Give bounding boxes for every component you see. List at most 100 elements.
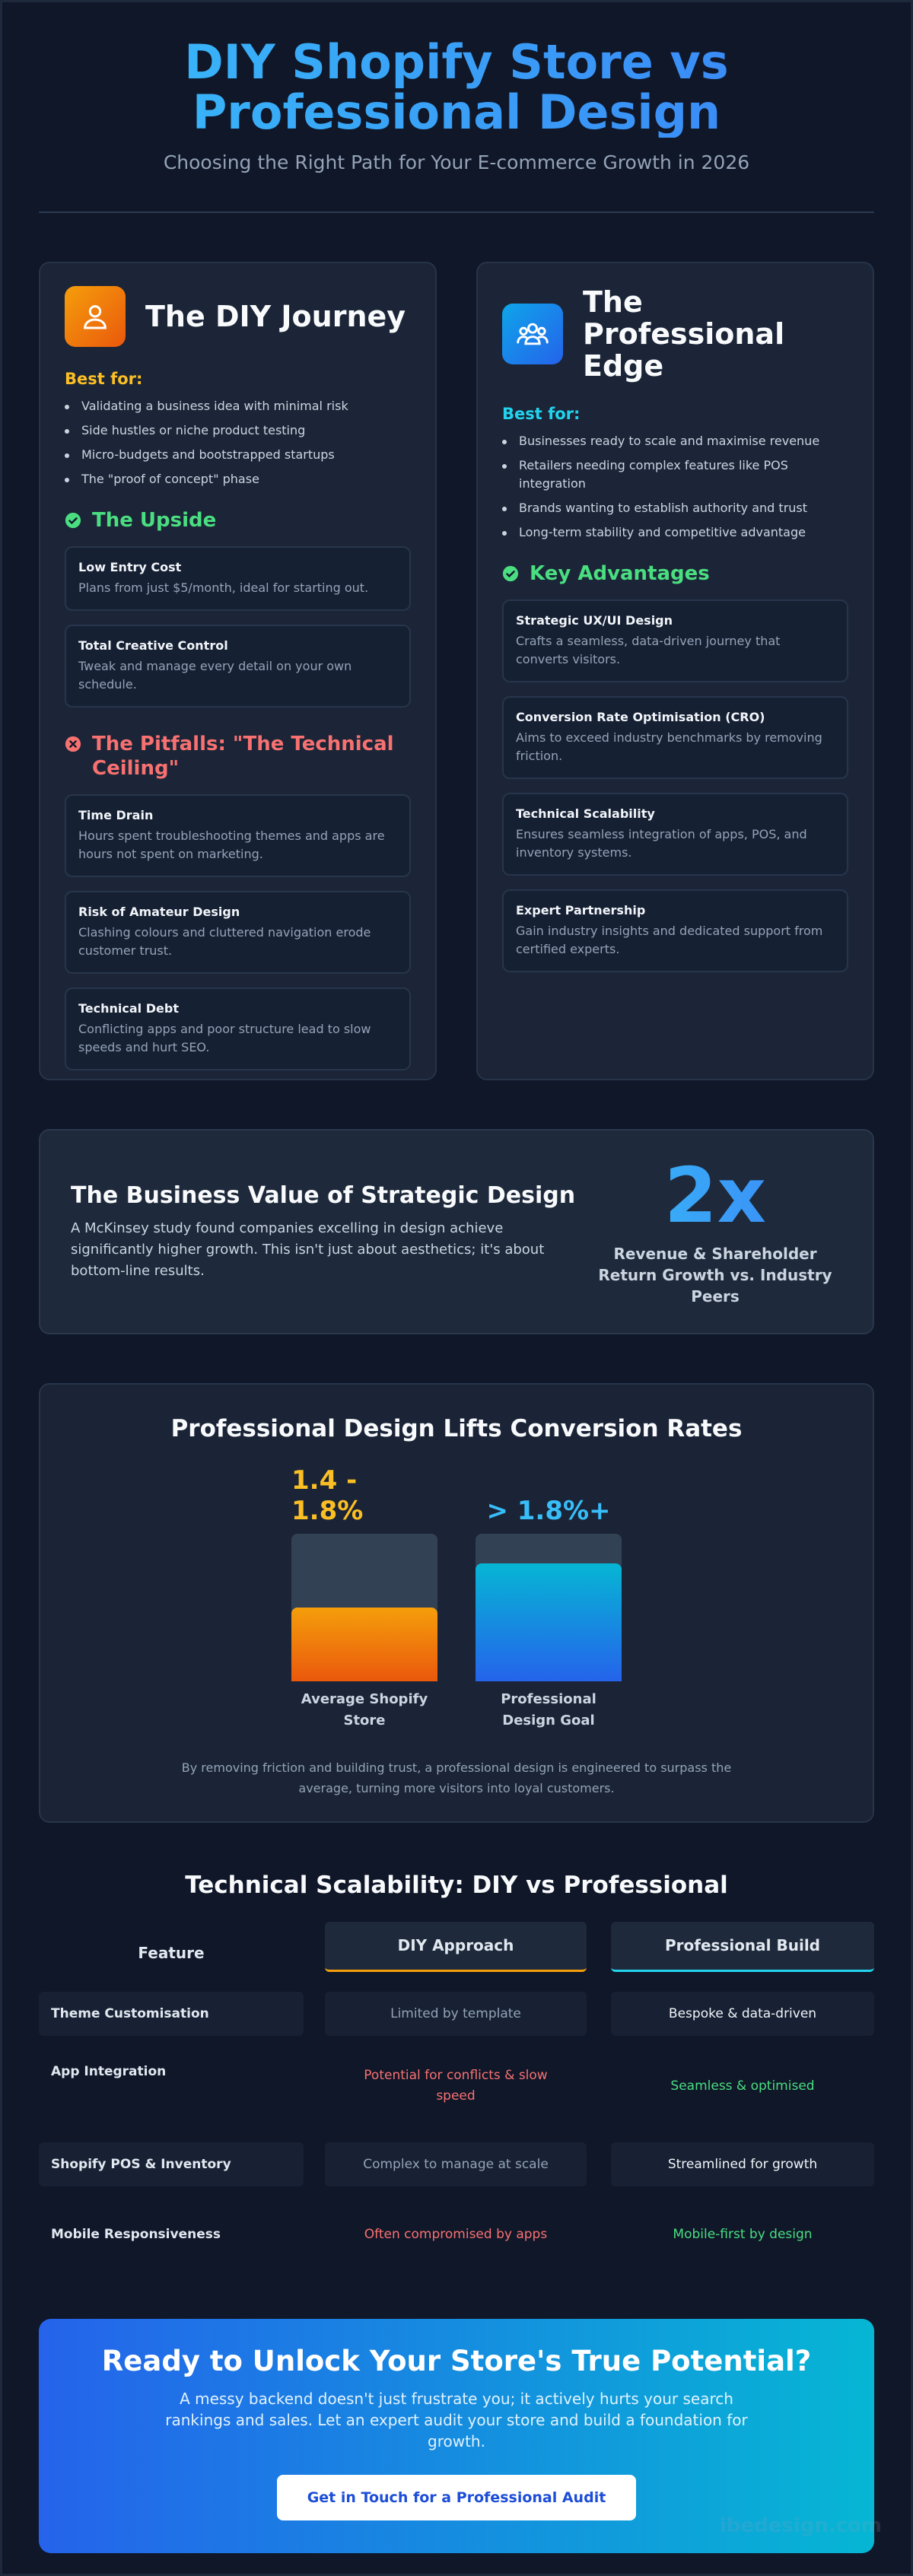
diy-title: The DIY Journey <box>145 300 406 333</box>
hero: DIY Shopify Store vs Professional Design… <box>39 2 874 213</box>
card-text: Clashing colours and cluttered navigatio… <box>78 925 371 958</box>
card-text: Conflicting apps and poor structure lead… <box>78 1022 371 1054</box>
cta-text: A messy backend doesn't just frustrate y… <box>165 2390 748 2450</box>
row-pro: Bespoke & data-driven <box>611 1992 874 2036</box>
card-title: Technical Debt <box>78 1001 179 1016</box>
bar <box>291 1608 437 1681</box>
pro-card: The Professional Edge Best for: Business… <box>476 262 874 1080</box>
row-pro: Streamlined for growth <box>611 2142 874 2186</box>
card-title: Strategic UX/UI Design <box>516 613 673 628</box>
pro-title: The Professional Edge <box>583 285 785 383</box>
list-item: Side hustles or niche product testing <box>65 421 411 440</box>
row-feature: Theme Customisation <box>39 1992 304 2036</box>
pro-header: The Professional Edge <box>502 286 848 382</box>
diy-card: The DIY Journey Best for: Validating a b… <box>39 262 437 1080</box>
row-feature: Shopify POS & Inventory <box>39 2142 304 2186</box>
header-feature: Feature <box>138 1943 205 1962</box>
diy-best-for-list: Validating a business idea with minimal … <box>65 397 411 488</box>
card-text: Tweak and manage every detail on your ow… <box>78 659 352 692</box>
card-title: Conversion Rate Optimisation (CRO) <box>516 710 765 724</box>
card-text: Gain industry insights and dedicated sup… <box>516 924 823 956</box>
card-title: Low Entry Cost <box>78 560 182 574</box>
bar-track <box>476 1534 622 1681</box>
business-value-description: A McKinsey study found companies excelli… <box>71 1220 545 1279</box>
scalability-title: Technical Scalability: DIY vs Profession… <box>185 1872 728 1899</box>
bar-track <box>291 1534 437 1681</box>
card-title: Time Drain <box>78 808 154 822</box>
advantages-title: Key Advantages <box>530 562 710 585</box>
bar-value-label: 1.4 - 1.8% <box>291 1465 364 1526</box>
page-title: DIY Shopify Store vs Professional Design <box>39 37 874 138</box>
divider <box>39 211 874 213</box>
list-item: Validating a business idea with minimal … <box>65 397 411 415</box>
pitfalls-heading: The Pitfalls: "The Technical Ceiling" <box>65 732 411 781</box>
card-text: Plans from just $5/month, ideal for star… <box>78 580 369 595</box>
row-feature: Mobile Responsiveness <box>51 2226 221 2242</box>
header-pro: Professional Build <box>611 1922 874 1972</box>
advantage-card: Expert Partnership Gain industry insight… <box>502 889 848 972</box>
conversion-chart: Professional Design Lifts Conversion Rat… <box>39 1383 874 1823</box>
row-pro: Seamless & optimised <box>670 2078 815 2094</box>
row-feature: App Integration <box>51 2064 167 2079</box>
pitfalls-title: The Pitfalls: "The Technical Ceiling" <box>92 733 394 780</box>
user-icon <box>65 286 126 347</box>
x-circle-icon <box>65 736 81 752</box>
business-value-stat: 2x Revenue & Shareholder Return Growth v… <box>588 1156 842 1307</box>
pro-best-for-list: Businesses ready to scale and maximise r… <box>502 432 848 542</box>
upside-heading: The Upside <box>65 508 411 533</box>
advantage-card: Conversion Rate Optimisation (CRO) Aims … <box>502 696 848 779</box>
bar-category-label: Professional Design Goal <box>501 1691 596 1728</box>
advantage-card: Technical Scalability Ensures seamless i… <box>502 793 848 876</box>
list-item: The "proof of concept" phase <box>65 470 411 488</box>
card-text: Crafts a seamless, data-driven journey t… <box>516 634 781 666</box>
watermark: ibedesign.com <box>719 2514 882 2537</box>
comparison-columns: The DIY Journey Best for: Validating a b… <box>39 262 874 1080</box>
row-diy: Limited by template <box>325 1992 587 2036</box>
header-diy: DIY Approach <box>325 1922 587 1972</box>
business-value: The Business Value of Strategic Design A… <box>39 1129 874 1334</box>
check-circle-icon <box>502 565 519 582</box>
upside-card: Total Creative Control Tweak and manage … <box>65 625 411 708</box>
row-diy: Potential for conflicts & slow speed <box>364 2068 548 2104</box>
check-circle-icon <box>65 512 81 529</box>
card-text: Hours spent troubleshooting themes and a… <box>78 828 385 861</box>
pitfall-card: Technical Debt Conflicting apps and poor… <box>65 987 411 1070</box>
stat-caption: Revenue & Shareholder Return Growth vs. … <box>598 1245 832 1305</box>
row-diy: Often compromised by apps <box>364 2226 548 2242</box>
list-item: Businesses ready to scale and maximise r… <box>502 432 848 450</box>
page: DIY Shopify Store vs Professional Design… <box>39 2 874 2553</box>
row-pro: Mobile-first by design <box>673 2226 813 2242</box>
card-title: Technical Scalability <box>516 806 655 821</box>
list-item: Micro-budgets and bootstrapped startups <box>65 446 411 464</box>
chart-note: By removing friction and building trust,… <box>181 1760 732 1795</box>
business-value-title: The Business Value of Strategic Design <box>71 1181 576 1209</box>
business-value-text: The Business Value of Strategic Design A… <box>71 1182 588 1282</box>
upside-title: The Upside <box>92 509 217 532</box>
diy-header: The DIY Journey <box>65 286 411 347</box>
scalability-table: Feature DIY Approach Professional Build … <box>39 1922 874 2278</box>
audit-button[interactable]: Get in Touch for a Professional Audit <box>276 2475 637 2520</box>
cta-title: Ready to Unlock Your Store's True Potent… <box>101 2345 812 2377</box>
card-text: Ensures seamless integration of apps, PO… <box>516 827 807 860</box>
cta-banner: Ready to Unlock Your Store's True Potent… <box>39 2319 874 2553</box>
list-item: Brands wanting to establish authority an… <box>502 499 848 517</box>
chart-title: Professional Design Lifts Conversion Rat… <box>170 1415 743 1442</box>
card-text: Aims to exceed industry benchmarks by re… <box>516 730 822 763</box>
pitfall-card: Risk of Amateur Design Clashing colours … <box>65 891 411 974</box>
card-title: Expert Partnership <box>516 903 646 918</box>
advantage-card: Strategic UX/UI Design Crafts a seamless… <box>502 599 848 682</box>
page-subtitle: Choosing the Right Path for Your E-comme… <box>163 151 750 173</box>
bar-value-label: > 1.8%+ <box>486 1496 611 1526</box>
advantages-heading: Key Advantages <box>502 561 848 586</box>
users-icon <box>502 304 563 364</box>
pro-best-for-label: Best for: <box>502 405 581 423</box>
row-diy: Complex to manage at scale <box>325 2142 587 2186</box>
upside-card: Low Entry Cost Plans from just $5/month,… <box>65 546 411 611</box>
card-title: Total Creative Control <box>78 638 228 653</box>
bar <box>476 1563 622 1681</box>
list-item: Long-term stability and competitive adva… <box>502 523 848 542</box>
list-item: Retailers needing complex features like … <box>502 456 848 493</box>
bar-category-label: Average Shopify Store <box>301 1691 428 1728</box>
diy-best-for-label: Best for: <box>65 370 143 388</box>
card-title: Risk of Amateur Design <box>78 905 240 919</box>
